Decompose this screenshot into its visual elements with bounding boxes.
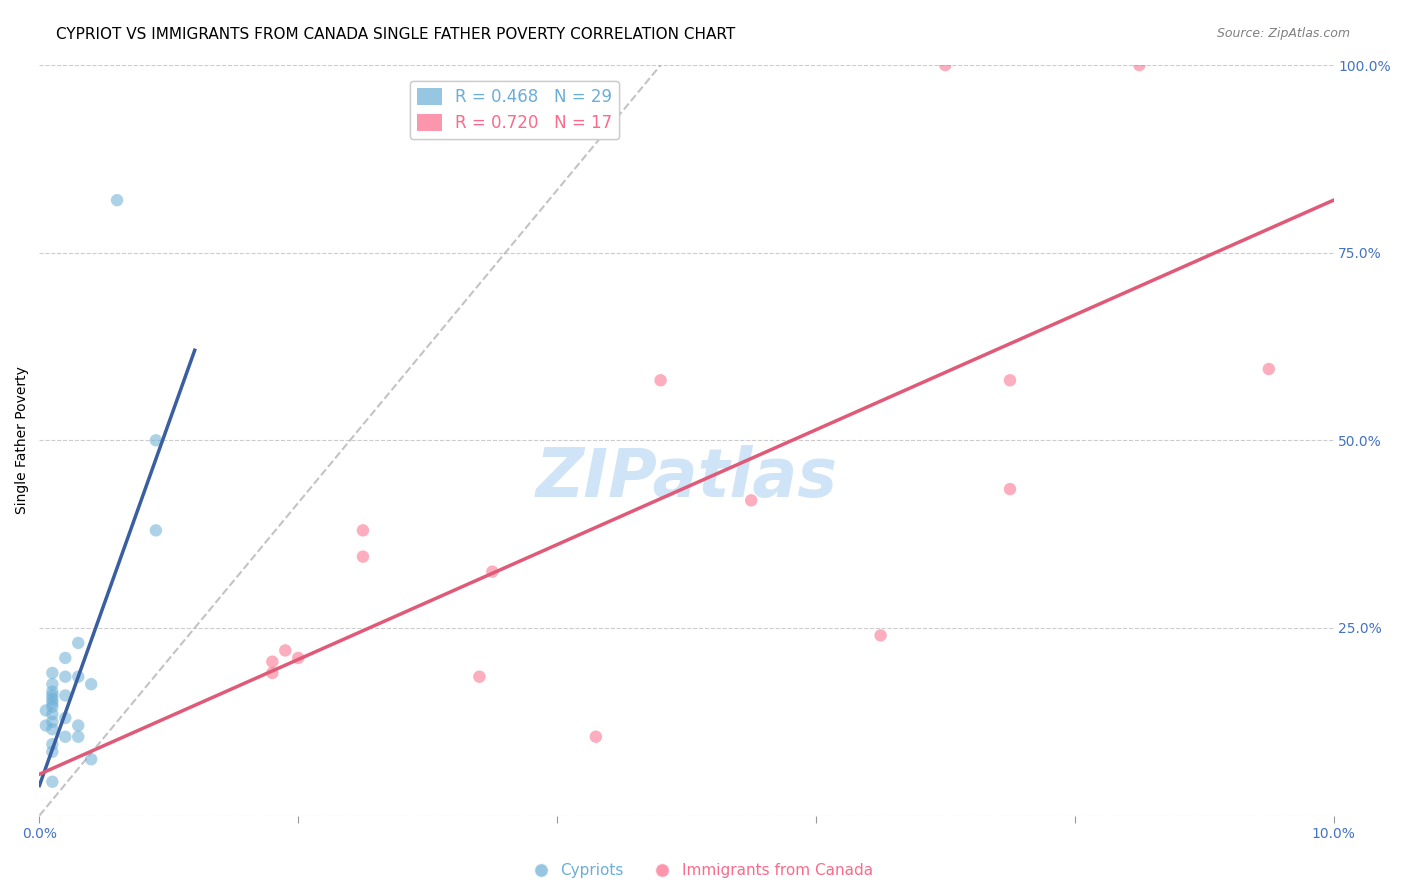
Point: [105, 193, 128, 207]
Point: [650, 373, 672, 387]
Point: [352, 524, 374, 538]
Text: CYPRIOT VS IMMIGRANTS FROM CANADA SINGLE FATHER POVERTY CORRELATION CHART: CYPRIOT VS IMMIGRANTS FROM CANADA SINGLE…: [56, 27, 735, 42]
Point: [352, 549, 374, 564]
Point: [41, 723, 63, 737]
Point: [934, 58, 956, 72]
Point: [67, 718, 90, 732]
Point: [53, 730, 76, 744]
Point: [80, 752, 103, 766]
Point: [67, 730, 90, 744]
Point: [740, 493, 762, 508]
Point: [274, 643, 297, 657]
Point: [41, 745, 63, 759]
Point: [481, 565, 503, 579]
Point: [41, 714, 63, 729]
Y-axis label: Single Father Poverty: Single Father Poverty: [15, 367, 30, 515]
Text: ZIPatlas: ZIPatlas: [536, 445, 838, 511]
Point: [41, 699, 63, 714]
Point: [53, 651, 76, 665]
Point: [1128, 58, 1150, 72]
Point: [41, 696, 63, 710]
Point: [41, 707, 63, 722]
Point: [67, 670, 90, 684]
Point: [53, 711, 76, 725]
Legend: R = 0.468   N = 29, R = 0.720   N = 17: R = 0.468 N = 29, R = 0.720 N = 17: [411, 81, 619, 139]
Legend: Cypriots, Immigrants from Canada: Cypriots, Immigrants from Canada: [527, 857, 879, 884]
Point: [468, 670, 491, 684]
Point: [262, 665, 284, 680]
Point: [262, 655, 284, 669]
Point: [287, 651, 309, 665]
Point: [869, 628, 891, 642]
Point: [41, 689, 63, 703]
Point: [145, 434, 167, 448]
Point: [41, 692, 63, 706]
Point: [67, 636, 90, 650]
Point: [35, 703, 58, 717]
Point: [1257, 362, 1279, 376]
Point: [41, 737, 63, 751]
Point: [53, 670, 76, 684]
Point: [80, 677, 103, 691]
Point: [145, 524, 167, 538]
Point: [41, 677, 63, 691]
Point: [585, 730, 607, 744]
Point: [998, 373, 1021, 387]
Point: [35, 718, 58, 732]
Point: [53, 689, 76, 703]
Point: [998, 482, 1021, 496]
Point: [41, 665, 63, 680]
Point: [41, 774, 63, 789]
Point: [41, 684, 63, 698]
Text: Source: ZipAtlas.com: Source: ZipAtlas.com: [1216, 27, 1350, 40]
